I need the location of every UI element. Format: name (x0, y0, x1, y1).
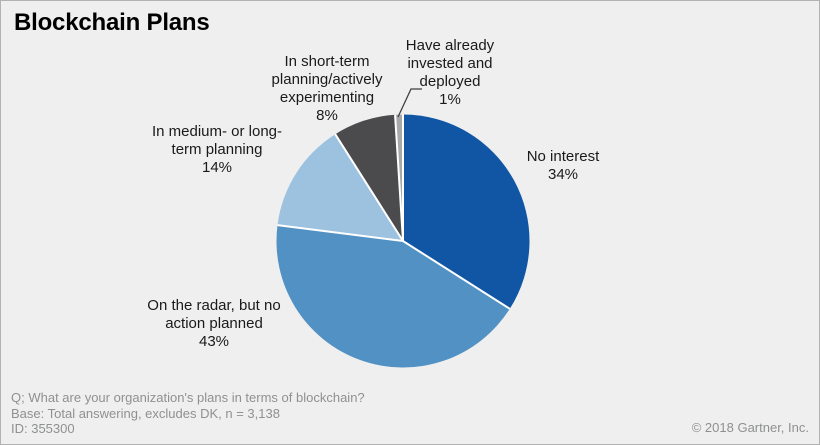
slice-label-no-interest: No interest 34% (526, 148, 600, 183)
footer: Q; What are your organization's plans in… (11, 390, 365, 437)
slice-separator (277, 224, 404, 242)
slice-separator (402, 240, 511, 310)
footer-base: Base: Total answering, excludes DK, n = … (11, 405, 280, 421)
slice-separator (334, 133, 404, 242)
footer-question: Q; What are your organization's plans in… (11, 390, 365, 405)
pie-slice-medium-long (277, 134, 403, 241)
slice-label-medium-long: In medium- or long- term planning 14% (151, 123, 283, 176)
slice-separator (394, 114, 404, 242)
pie-slices (276, 114, 530, 368)
page-title: Blockchain Plans (14, 9, 210, 36)
slice-label-short-term: In short-term planning/actively experime… (271, 53, 383, 124)
slice-label-radar: On the radar, but no action planned 43% (147, 297, 281, 350)
footer-id: ID: 355300 (11, 421, 75, 436)
pie-slice-on-radar (276, 225, 510, 368)
slice-label-invested: Have already invested and deployed 1% (405, 37, 495, 108)
leader-line-1pct-icon (397, 88, 422, 118)
pie-slice-short-term (335, 114, 403, 241)
footer-copyright: © 2018 Gartner, Inc. (691, 420, 809, 435)
